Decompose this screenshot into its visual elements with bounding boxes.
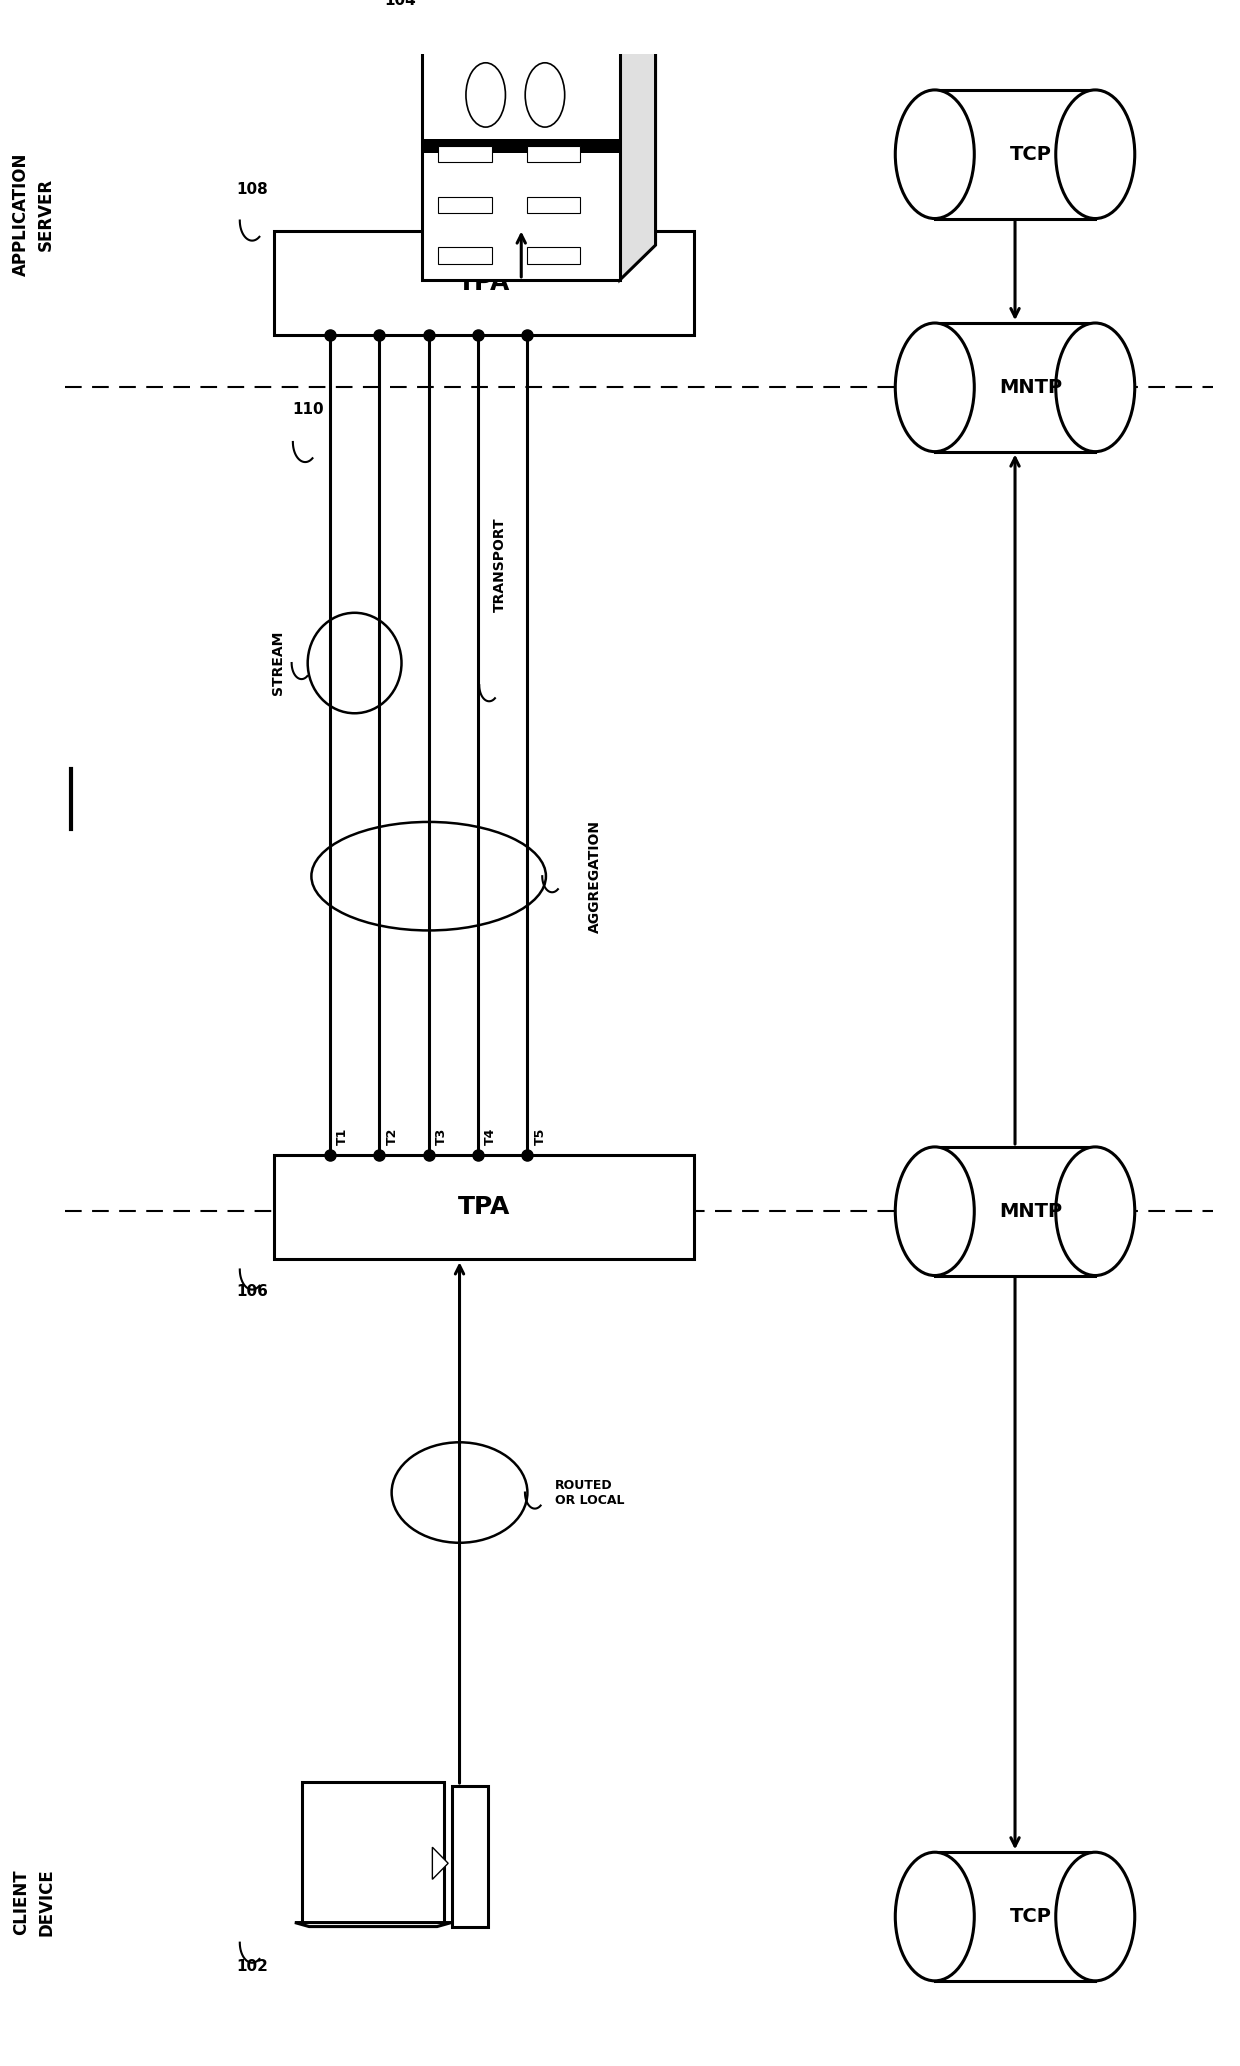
Text: TCP: TCP: [1011, 1907, 1052, 1926]
Bar: [935, 1147, 1095, 1275]
Text: 104: 104: [384, 0, 417, 8]
Text: STREAM: STREAM: [272, 630, 285, 696]
Bar: [935, 91, 1095, 219]
Bar: [935, 322, 1095, 452]
Polygon shape: [620, 14, 656, 279]
Text: T5: T5: [533, 1128, 547, 1145]
Text: APPLICATION
SERVER: APPLICATION SERVER: [12, 153, 55, 277]
Polygon shape: [295, 1923, 451, 1928]
Bar: [438, 248, 491, 264]
Text: 108: 108: [237, 182, 268, 198]
Text: T3: T3: [435, 1128, 448, 1145]
Circle shape: [526, 62, 564, 128]
Bar: [527, 147, 580, 161]
Bar: [453, 1785, 487, 1928]
Text: 110: 110: [293, 403, 324, 417]
Text: 106: 106: [237, 1283, 268, 1300]
Text: T2: T2: [386, 1128, 398, 1145]
Text: 102: 102: [237, 1959, 268, 1973]
Text: TPA: TPA: [458, 1196, 511, 1219]
Bar: [935, 1853, 1095, 1981]
Text: MNTP: MNTP: [999, 378, 1063, 397]
Text: TPA: TPA: [458, 271, 511, 295]
Bar: [303, 1781, 444, 1923]
Text: TCP: TCP: [1011, 145, 1052, 163]
Ellipse shape: [895, 322, 975, 452]
Bar: [423, 138, 620, 153]
Ellipse shape: [1055, 1147, 1135, 1275]
Bar: [438, 196, 491, 213]
Ellipse shape: [1055, 1853, 1135, 1981]
Bar: [274, 1155, 694, 1260]
Bar: [527, 196, 580, 213]
Bar: [423, 50, 620, 279]
Bar: [274, 231, 694, 335]
Ellipse shape: [1055, 322, 1135, 452]
Ellipse shape: [895, 1853, 975, 1981]
Ellipse shape: [895, 1147, 975, 1275]
Ellipse shape: [895, 91, 975, 219]
Ellipse shape: [1055, 91, 1135, 219]
Text: CLIENT
DEVICE: CLIENT DEVICE: [12, 1868, 55, 1936]
Text: MNTP: MNTP: [999, 1202, 1063, 1221]
Circle shape: [466, 62, 506, 128]
Text: T1: T1: [336, 1128, 350, 1145]
Bar: [527, 248, 580, 264]
Polygon shape: [433, 1847, 448, 1880]
Bar: [438, 147, 491, 161]
Polygon shape: [423, 14, 656, 50]
Text: AGGREGATION: AGGREGATION: [588, 820, 603, 932]
Text: T4: T4: [484, 1128, 497, 1145]
Text: ROUTED
OR LOCAL: ROUTED OR LOCAL: [554, 1479, 624, 1506]
Text: TRANSPORT: TRANSPORT: [492, 516, 507, 612]
